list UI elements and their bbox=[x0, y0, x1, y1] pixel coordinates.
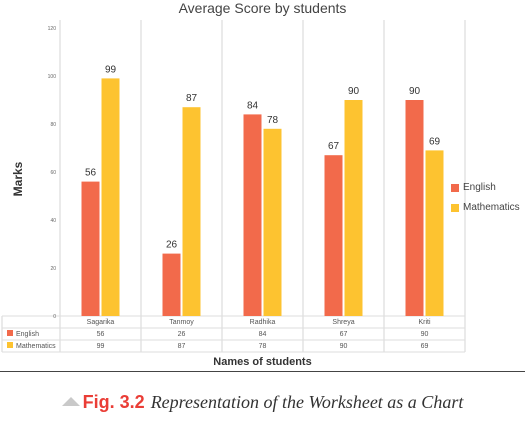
data-label-mathematics-sagarika: 99 bbox=[105, 64, 117, 75]
table-swatch-english bbox=[7, 330, 13, 336]
y-axis-label: Marks bbox=[11, 161, 25, 197]
bar-english-sagarika bbox=[81, 181, 100, 316]
bar-mathematics-sagarika bbox=[101, 78, 120, 317]
y-tick-label: 80 bbox=[50, 122, 56, 128]
data-label-english-shreya: 67 bbox=[328, 141, 340, 152]
legend-label-mathematics: Mathematics bbox=[463, 202, 520, 213]
table-row-label-mathematics: Mathematics bbox=[16, 343, 56, 350]
y-tick-label: 20 bbox=[50, 266, 56, 272]
x-tick-label-sagarika: Sagarika bbox=[87, 319, 115, 326]
x-tick-label-shreya: Shreya bbox=[332, 319, 354, 326]
table-cell-english-tanmoy: 26 bbox=[178, 331, 186, 338]
legend-swatch-mathematics bbox=[451, 204, 459, 212]
figure-divider bbox=[0, 371, 525, 372]
data-label-mathematics-radhika: 78 bbox=[267, 115, 279, 126]
data-label-english-kriti: 90 bbox=[409, 86, 421, 97]
x-tick-label-tanmoy: Tanmoy bbox=[169, 319, 194, 326]
figure-label: Fig. 3.2 bbox=[82, 392, 145, 412]
legend-swatch-english bbox=[451, 184, 459, 192]
legend: English Mathematics bbox=[451, 182, 525, 222]
y-tick-label: 120 bbox=[48, 26, 57, 32]
y-tick-label: 60 bbox=[50, 170, 56, 176]
bar-english-shreya bbox=[324, 155, 343, 316]
data-label-english-tanmoy: 26 bbox=[166, 240, 178, 251]
table-row-label-english: English bbox=[16, 331, 39, 338]
bar-chart: 0 20 40 60 80 100 120 56 99 Sagarika 26 87 Tanmoy 84 7… bbox=[1, 20, 466, 353]
bar-mathematics-radhika bbox=[263, 128, 282, 316]
table-cell-english-sagarika: 56 bbox=[97, 331, 105, 338]
caption-text: Representation of the Worksheet as a Cha… bbox=[150, 392, 464, 412]
bar-english-kriti bbox=[405, 100, 424, 316]
data-label-english-sagarika: 56 bbox=[85, 168, 97, 179]
table-cell-mathematics-shreya: 90 bbox=[340, 343, 348, 350]
y-tick-label: 0 bbox=[53, 314, 56, 320]
bar-mathematics-shreya bbox=[344, 100, 363, 316]
chart-area: Average Score by students 0 20 40 60 80 100 12… bbox=[1, 0, 525, 368]
table-cell-mathematics-kriti: 69 bbox=[421, 343, 429, 350]
bar-english-radhika bbox=[243, 114, 262, 317]
bar-mathematics-kriti bbox=[425, 150, 444, 316]
x-tick-label-radhika: Radhika bbox=[250, 319, 276, 326]
figure-caption: Fig. 3.2 Representation of the Worksheet … bbox=[0, 392, 525, 413]
data-label-english-radhika: 84 bbox=[247, 100, 259, 111]
table-cell-mathematics-radhika: 78 bbox=[259, 343, 267, 350]
y-tick-label: 100 bbox=[48, 74, 57, 80]
legend-item-mathematics: Mathematics bbox=[451, 202, 525, 222]
legend-label-english: English bbox=[463, 182, 496, 193]
chart-title: Average Score by students bbox=[178, 0, 347, 16]
legend-item-english: English bbox=[451, 182, 525, 202]
data-label-mathematics-shreya: 90 bbox=[348, 86, 360, 97]
table-cell-mathematics-sagarika: 99 bbox=[97, 343, 105, 350]
bar-english-tanmoy bbox=[162, 253, 181, 316]
table-cell-english-radhika: 84 bbox=[259, 331, 267, 338]
table-swatch-mathematics bbox=[7, 342, 13, 348]
x-axis-label: Names of students bbox=[213, 356, 312, 368]
data-label-mathematics-tanmoy: 87 bbox=[186, 93, 198, 104]
y-tick-label: 40 bbox=[50, 218, 56, 224]
table-cell-mathematics-tanmoy: 87 bbox=[178, 343, 186, 350]
table-cell-english-kriti: 90 bbox=[421, 331, 429, 338]
bar-mathematics-tanmoy bbox=[182, 107, 201, 316]
data-label-mathematics-kriti: 69 bbox=[429, 136, 441, 147]
x-tick-label-kriti: Kriti bbox=[418, 319, 431, 326]
table-cell-english-shreya: 67 bbox=[340, 331, 348, 338]
triangle-icon bbox=[61, 397, 80, 406]
